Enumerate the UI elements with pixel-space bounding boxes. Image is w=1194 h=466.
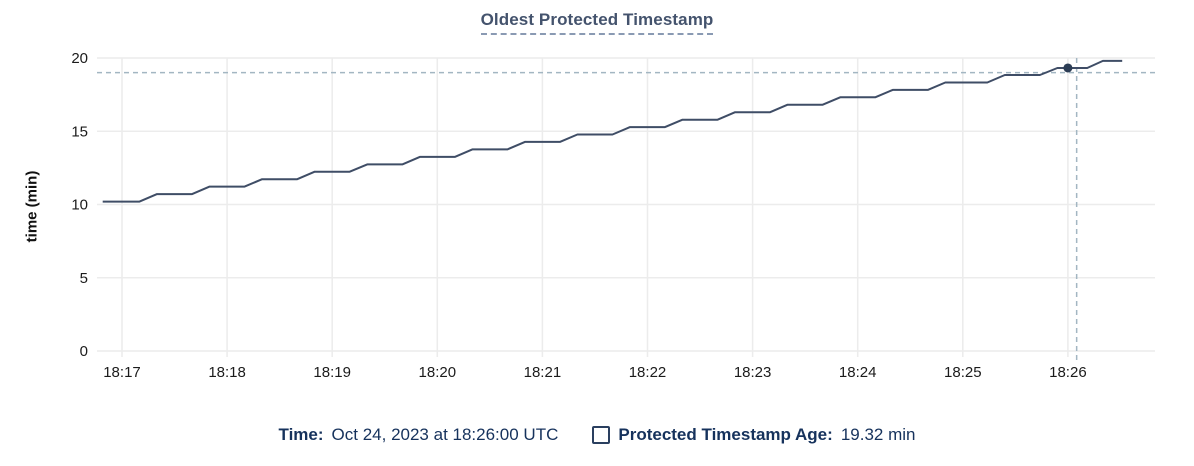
line-chart-svg[interactable]: 0 5 10 15 20 18:17 18:18 18:19 18:20 18:21 18:22 18… [0, 0, 1194, 408]
chart-title: Oldest Protected Timestamp [480, 10, 714, 35]
x-tick-label: 18:19 [313, 364, 351, 381]
x-tick-label: 18:18 [208, 364, 246, 381]
legend-time-value: Oct 24, 2023 at 18:26:00 UTC [331, 425, 559, 444]
x-tick-label: 18:25 [944, 364, 982, 381]
y-tick-label: 5 [80, 270, 88, 287]
chart-legend: Time: Oct 24, 2023 at 18:26:00 UTC Prote… [0, 421, 1194, 449]
legend-time-group: Time: Oct 24, 2023 at 18:26:00 UTC [279, 425, 559, 445]
y-tick-label: 15 [71, 123, 88, 140]
legend-time-label: Time: [278, 425, 324, 444]
legend-series-checkbox[interactable] [592, 426, 611, 444]
x-tick-label: 18:26 [1049, 364, 1087, 381]
x-tick-label: 18:17 [103, 364, 141, 381]
chart-title-wrap: Oldest Protected Timestamp [0, 10, 1194, 35]
series-line-protected-timestamp-age [102, 59, 1123, 203]
x-tick-label: 18:24 [839, 364, 877, 381]
legend-series-value: 19.32 min [840, 425, 916, 444]
legend-series-label: Protected Timestamp Age: [618, 425, 833, 444]
y-tick-label: 20 [71, 50, 88, 67]
x-tick-label: 18:22 [629, 364, 667, 381]
x-tick-label: 18:20 [419, 364, 457, 381]
x-tick-label: 18:23 [734, 364, 772, 381]
y-tick-label: 0 [80, 343, 88, 360]
x-tick-label: 18:21 [524, 364, 562, 381]
hover-point-dot [1063, 63, 1073, 73]
legend-series-group[interactable]: Protected Timestamp Age: 19.32 min [592, 425, 915, 445]
y-tick-label: 10 [71, 197, 88, 214]
